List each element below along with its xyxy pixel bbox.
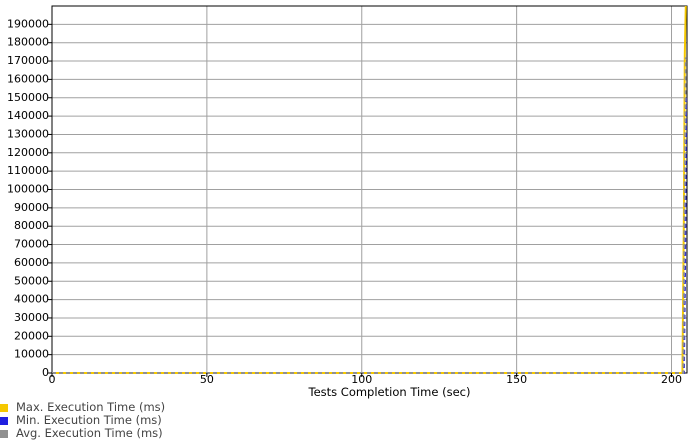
y-tick-label: 10000	[14, 348, 49, 361]
series-line-1	[52, 97, 688, 374]
y-tick-label: 0	[42, 366, 49, 379]
y-tick-label: 20000	[14, 329, 49, 342]
grid	[51, 6, 687, 374]
legend-label-avg: Avg. Execution Time (ms)	[16, 426, 163, 440]
x-tick-label: 0	[49, 373, 56, 386]
y-tick-label: 160000	[7, 72, 49, 85]
x-tick-label: 200	[661, 373, 682, 386]
legend-swatch-max	[0, 403, 8, 412]
y-tick-label: 70000	[14, 238, 49, 251]
series-line-2	[52, 57, 687, 374]
y-tick-label: 150000	[7, 91, 49, 104]
legend-swatch-avg	[0, 429, 8, 438]
legend: Max. Execution Time (ms) Min. Execution …	[0, 401, 165, 440]
y-tick-label: 110000	[7, 164, 49, 177]
series-layer	[52, 5, 688, 374]
legend-item-max: Max. Execution Time (ms)	[0, 401, 165, 414]
legend-swatch-min	[0, 416, 8, 425]
y-tick-label: 120000	[7, 146, 49, 159]
x-axis-ticks: 0 50 100 150 200	[49, 373, 682, 386]
y-tick-label: 140000	[7, 109, 49, 122]
y-tick-label: 90000	[14, 201, 49, 214]
x-axis-title: Tests Completion Time (sec)	[308, 385, 471, 399]
y-tick-label: 170000	[7, 54, 49, 67]
x-tick-label: 150	[506, 373, 527, 386]
y-tick-label: 40000	[14, 293, 49, 306]
y-tick-label: 80000	[14, 219, 49, 232]
legend-label-max: Max. Execution Time (ms)	[16, 400, 166, 414]
y-tick-label: 190000	[7, 17, 49, 30]
y-tick-label: 100000	[7, 183, 49, 196]
legend-item-avg: Avg. Execution Time (ms)	[0, 427, 165, 440]
x-tick-label: 50	[200, 373, 214, 386]
y-tick-label: 180000	[7, 36, 49, 49]
x-tick-label: 100	[351, 373, 372, 386]
y-tick-label: 30000	[14, 311, 49, 324]
y-tick-label: 60000	[14, 256, 49, 269]
y-tick-label: 50000	[14, 274, 49, 287]
y-tick-label: 130000	[7, 127, 49, 140]
y-axis-ticks: 0 10000 20000 30000 40000 50000 60000 70000 8000…	[7, 17, 52, 379]
legend-item-min: Min. Execution Time (ms)	[0, 414, 165, 427]
legend-label-min: Min. Execution Time (ms)	[16, 413, 162, 427]
